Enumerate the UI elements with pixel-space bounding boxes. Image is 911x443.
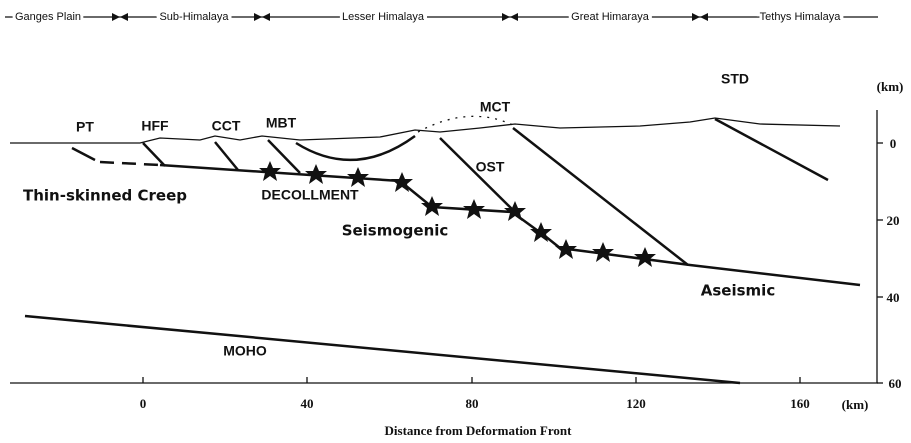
y-unit: (km) xyxy=(877,79,904,94)
labels: PT HFF CCT MBT MCT STD OST DECOLLMENT Th… xyxy=(23,71,775,359)
geology xyxy=(10,116,860,383)
mct xyxy=(513,128,688,265)
x-tick-label: 160 xyxy=(790,396,810,411)
hff xyxy=(143,143,165,166)
zone-name: Thin-skinned Creep xyxy=(23,187,187,205)
x-tick-label: 80 xyxy=(466,396,479,411)
decollement xyxy=(160,165,860,285)
surface xyxy=(10,118,840,143)
x-tick-label: 40 xyxy=(301,396,314,411)
fault-label: MCT xyxy=(480,99,511,115)
x-tick-label: 0 xyxy=(140,396,147,411)
zone-label: Tethys Himalaya xyxy=(760,11,842,23)
zone-banner: Ganges Plain Sub-Himalaya Lesser Himalay… xyxy=(5,11,878,23)
moho xyxy=(25,316,740,383)
y-tick-label: 0 xyxy=(890,136,897,151)
ost xyxy=(440,138,515,212)
std xyxy=(715,119,828,180)
zone-label: Ganges Plain xyxy=(15,11,81,23)
x-axis-title: Distance from Deformation Front xyxy=(385,423,573,438)
zone-label: Lesser Himalaya xyxy=(342,11,425,23)
pt-dashed xyxy=(100,162,160,165)
zone-name: DECOLLMENT xyxy=(261,187,359,203)
fault-label: OST xyxy=(476,159,505,175)
x-unit: (km) xyxy=(842,397,869,412)
y-tick-label: 20 xyxy=(887,213,900,228)
x-tick-label: 120 xyxy=(626,396,646,411)
pt-fault xyxy=(72,148,95,160)
fault-label: STD xyxy=(721,71,749,87)
fault-label: CCT xyxy=(212,118,241,134)
zone-name: Seismogenic xyxy=(342,222,449,240)
fault-label: HFF xyxy=(141,118,169,134)
zone-label: Great Himaraya xyxy=(571,11,650,23)
y-tick-label: 40 xyxy=(887,290,900,305)
cct xyxy=(215,142,238,170)
fault-label: MBT xyxy=(266,115,297,131)
fault-label: PT xyxy=(76,119,94,135)
zone-label: Sub-Himalaya xyxy=(159,11,229,23)
zone-name: Aseismic xyxy=(701,282,775,300)
stars xyxy=(259,161,656,267)
y-tick-label: 60 xyxy=(889,376,902,391)
moho-label: MOHO xyxy=(223,343,267,359)
cross-section: Ganges Plain Sub-Himalaya Lesser Himalay… xyxy=(0,0,911,443)
